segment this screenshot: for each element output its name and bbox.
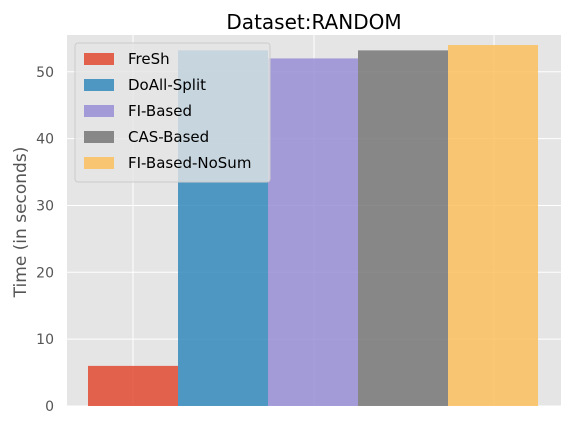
bar-fi-based: [268, 58, 358, 407]
y-tick-label: 50: [36, 65, 54, 81]
y-tick-label: 0: [45, 399, 54, 415]
y-tick-label: 30: [36, 198, 54, 214]
y-axis-ticks: 0 10 20 30 40 50: [36, 65, 54, 415]
y-tick-label: 40: [36, 132, 54, 148]
y-tick-label: 10: [36, 332, 54, 348]
legend-label: FreSh: [128, 50, 170, 68]
legend-swatch: [84, 105, 114, 117]
legend-swatch: [84, 157, 114, 169]
legend-label: DoAll-Split: [128, 76, 206, 94]
legend-label: FI-Based: [128, 102, 192, 120]
bars: [88, 45, 538, 407]
legend-box: [74, 42, 271, 183]
legend-label: CAS-Based: [128, 128, 209, 146]
legend-swatch: [84, 53, 114, 65]
bar-fresh: [88, 365, 178, 406]
legend-swatch: [84, 79, 114, 91]
y-tick-label: 20: [36, 265, 54, 281]
bar-fi-based-nosum: [448, 45, 538, 406]
legend-swatch: [84, 131, 114, 143]
legend: FreSh DoAll-Split FI-Based CAS-Based FI-Base…: [74, 42, 271, 183]
chart-title: Dataset:RANDOM: [226, 10, 401, 34]
legend-label: FI-Based-NoSum: [128, 154, 251, 172]
y-axis-label: Time (in seconds): [11, 147, 31, 299]
bar-cas-based: [358, 50, 448, 406]
